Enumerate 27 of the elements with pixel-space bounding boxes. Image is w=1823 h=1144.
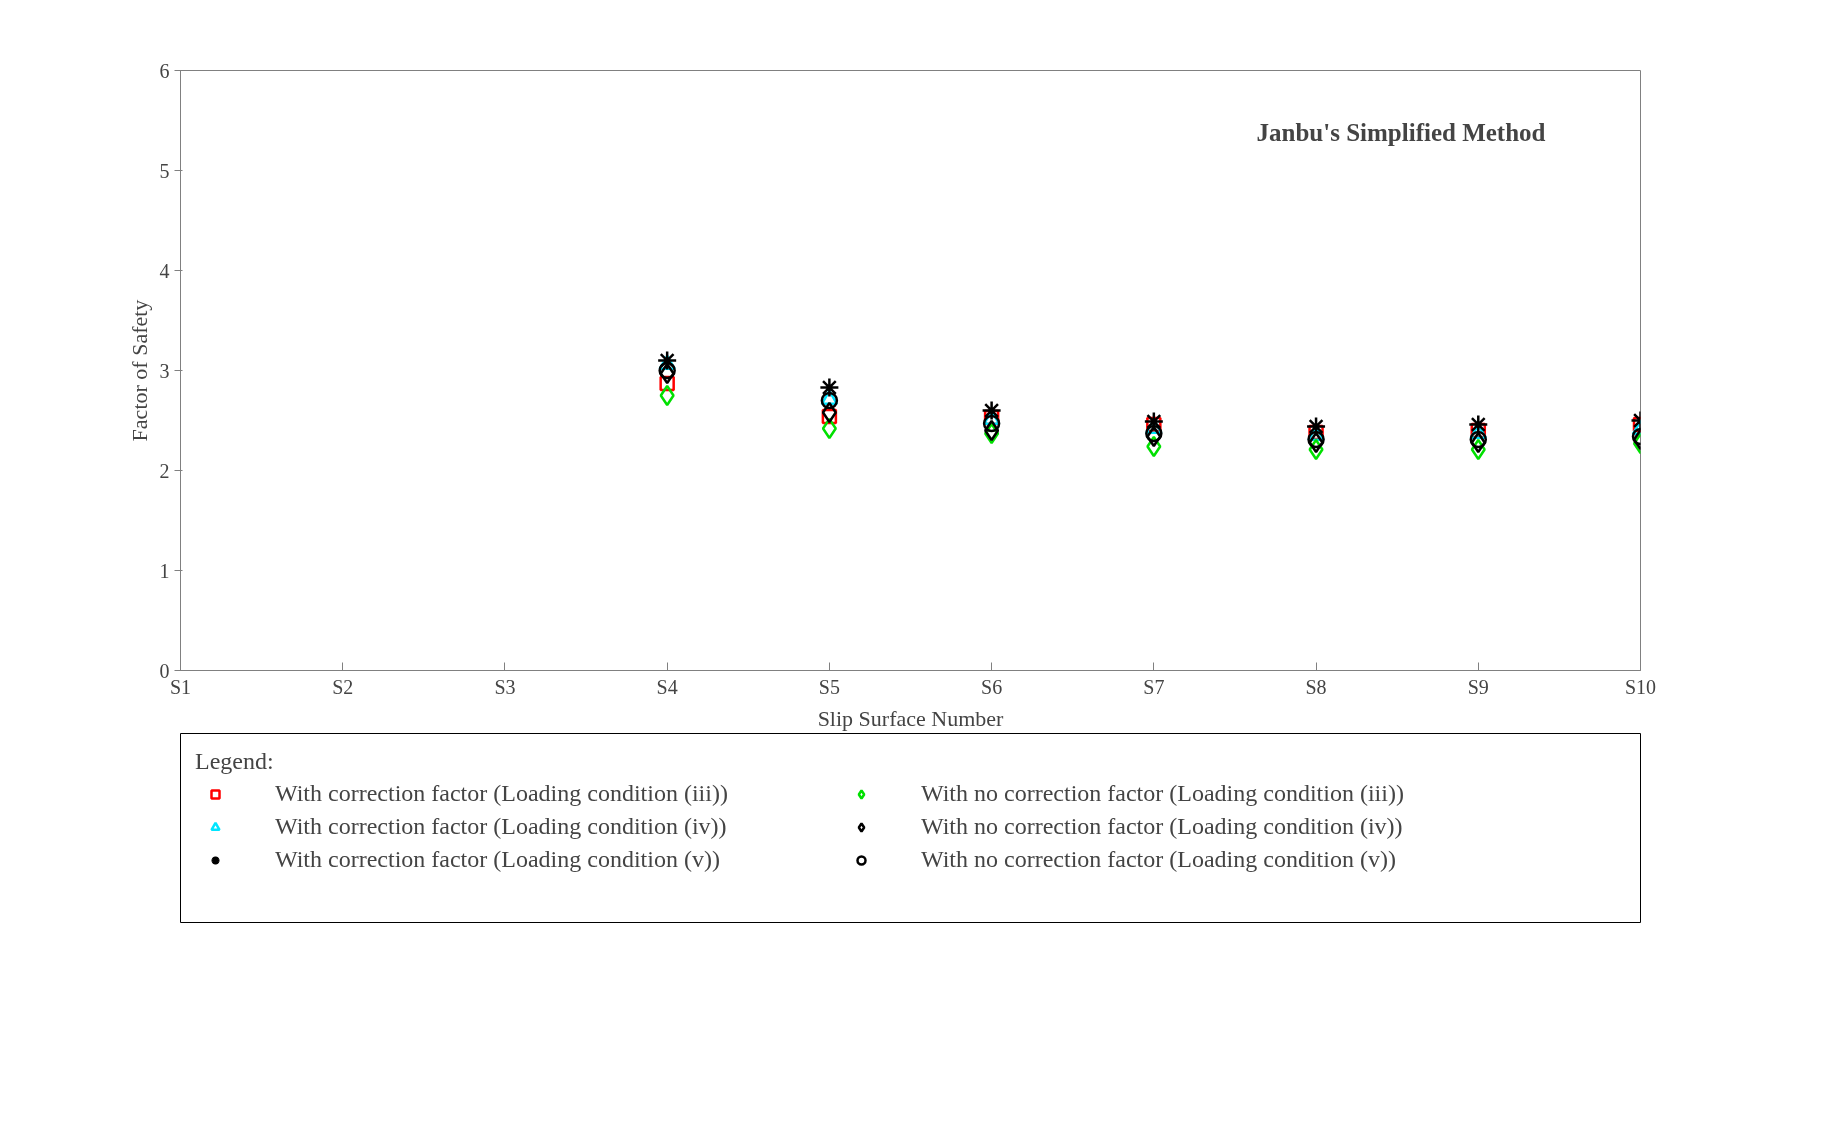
y-tick-label: 4 xyxy=(159,259,170,282)
y-tick-label: 0 xyxy=(159,659,170,682)
x-tick-label: S4 xyxy=(656,675,678,698)
legend-title: Legend: xyxy=(195,748,275,775)
x-tick-label: S10 xyxy=(1624,675,1657,698)
y-tick-label: 1 xyxy=(159,559,170,582)
y-tick-label: 3 xyxy=(159,359,170,382)
legend-label: With no correction factor (Loading condition (iii)) xyxy=(921,780,1405,807)
text: Janbu's Simplified Method xyxy=(1256,118,1546,146)
legend-label: With correction factor (Loading condition (iv)) xyxy=(275,813,728,840)
y-tick-label: 6 xyxy=(159,59,170,82)
x-axis-title: Slip Surface Number xyxy=(817,705,1005,731)
legend-label: With correction factor (Loading condition (v)) xyxy=(275,846,721,873)
x-tick-label: S1 xyxy=(169,675,192,698)
x-tick-label: S9 xyxy=(1467,675,1489,698)
x-tick-label: S7 xyxy=(1143,675,1165,698)
legend-label: With no correction factor (Loading condition (iv)) xyxy=(921,813,1404,840)
y-axis-title: Factor of Safety xyxy=(126,299,152,442)
y-tick-label: 5 xyxy=(159,159,170,182)
x-tick-label: S6 xyxy=(981,675,1003,698)
y-tick-label: 2 xyxy=(159,459,170,482)
legend-label: With correction factor (Loading condition (iii)) xyxy=(275,780,729,807)
x-tick-label: S2 xyxy=(332,675,354,698)
x-tick-label: S5 xyxy=(818,675,840,698)
legend-label: With no correction factor (Loading condition (v)) xyxy=(921,846,1397,873)
x-tick-label: S8 xyxy=(1305,675,1327,698)
x-tick-label: S3 xyxy=(494,675,516,698)
